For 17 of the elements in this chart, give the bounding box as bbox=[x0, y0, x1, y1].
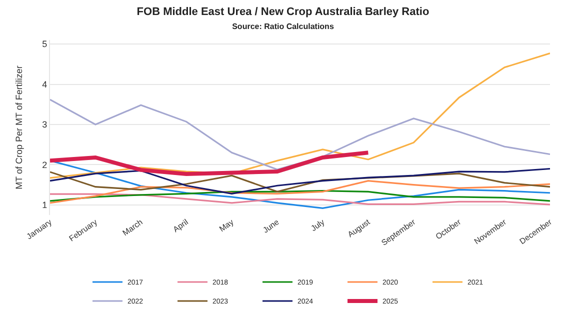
line-series bbox=[50, 180, 550, 204]
line-series bbox=[50, 150, 370, 176]
y-tick-label: 4 bbox=[42, 79, 48, 90]
line-series bbox=[50, 190, 550, 202]
line-series bbox=[50, 52, 550, 179]
x-tick-label: July bbox=[309, 218, 326, 234]
chart-subtitle: Source: Ratio Calculations bbox=[232, 22, 334, 32]
line-series bbox=[50, 98, 550, 170]
y-tick-label: 3 bbox=[42, 120, 48, 130]
chart-title: FOB Middle East Urea / New Crop Australia Barley Ratio bbox=[136, 6, 430, 18]
x-tick-label: May bbox=[218, 218, 236, 234]
y-tick-label: 1 bbox=[42, 200, 48, 210]
y-axis-title: MT of Crop Per MT of Fertilizer bbox=[14, 66, 24, 190]
x-tick-label: June bbox=[261, 217, 282, 235]
y-tick-label: 5 bbox=[42, 39, 48, 50]
line-series bbox=[50, 193, 550, 206]
y-tick-label: 2 bbox=[42, 160, 48, 170]
